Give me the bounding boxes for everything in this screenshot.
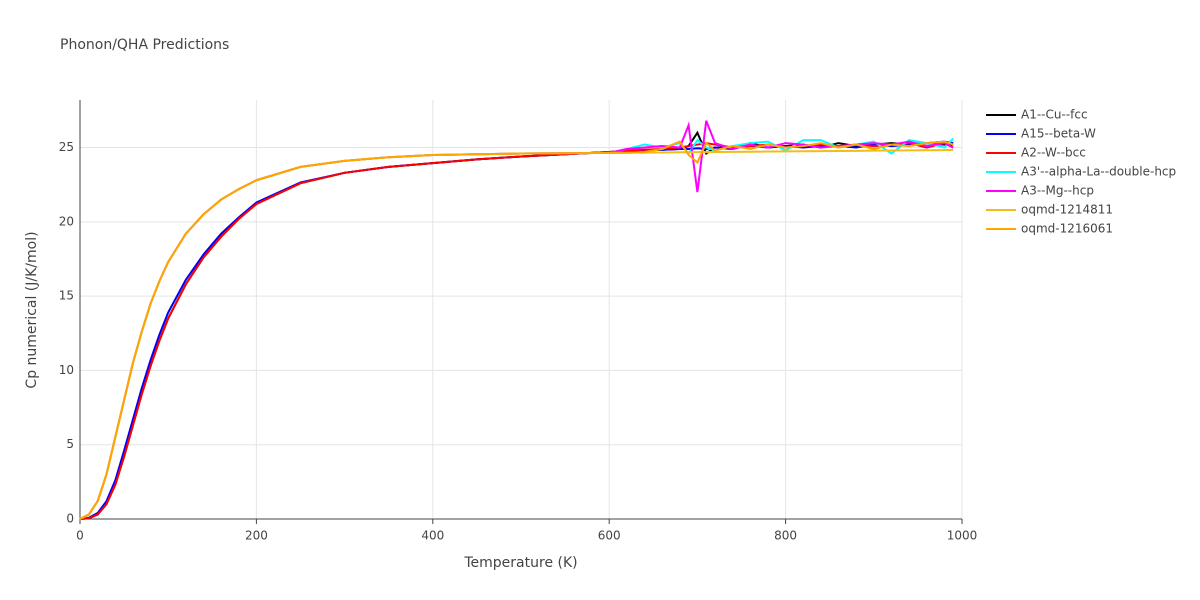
series-line <box>79 130 954 520</box>
x-axis-label: Temperature (K) <box>463 555 577 571</box>
x-tick-label: 600 <box>598 529 621 543</box>
legend-label: A3'--alpha-La--double-hcp <box>1021 165 1176 179</box>
y-tick-label: 15 <box>59 289 74 303</box>
legend-label: oqmd-1216061 <box>1021 222 1113 236</box>
y-tick-label: 25 <box>59 140 74 154</box>
series-line <box>79 140 954 520</box>
legend-label: A1--Cu--fcc <box>1021 108 1088 122</box>
legend-label: oqmd-1214811 <box>1021 203 1113 217</box>
x-tick-label: 400 <box>421 529 444 543</box>
series-line <box>79 142 954 520</box>
y-tick-label: 20 <box>59 214 74 228</box>
x-tick-label: 0 <box>76 529 84 543</box>
series-line <box>79 140 954 520</box>
legend-label: A3--Mg--hcp <box>1021 184 1094 198</box>
series-line <box>79 120 954 520</box>
legend-label: A15--beta-W <box>1021 127 1096 141</box>
legend-label: A2--W--bcc <box>1021 146 1086 160</box>
x-tick-label: 200 <box>245 529 268 543</box>
y-axis-label: Cp numerical (J/K/mol) <box>24 231 40 388</box>
x-tick-label: 800 <box>774 529 797 543</box>
series-line <box>79 148 954 520</box>
series-line <box>79 137 954 520</box>
y-tick-label: 0 <box>66 512 74 526</box>
x-tick-label: 1000 <box>947 529 978 543</box>
y-tick-label: 5 <box>66 437 74 451</box>
chart-title: Phonon/QHA Predictions <box>60 37 229 53</box>
y-tick-label: 10 <box>59 363 74 377</box>
